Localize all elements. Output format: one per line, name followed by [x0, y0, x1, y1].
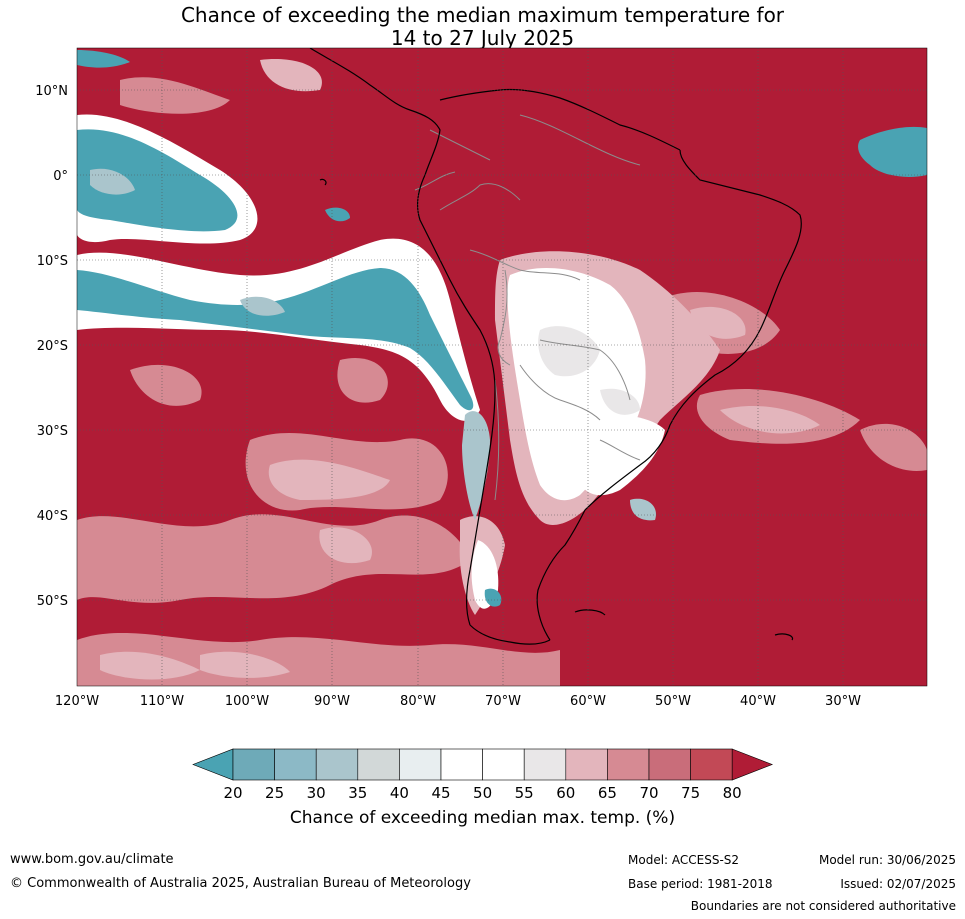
lightpink-patches [100, 59, 820, 680]
coastlines [309, 48, 802, 645]
colorbar-tick-label: 50 [473, 784, 492, 802]
colorbar-tick-label: 75 [681, 784, 700, 802]
colorbar-segment [482, 748, 525, 781]
lon-label: 90°W [314, 694, 350, 709]
colorbar-extend-low [192, 748, 234, 781]
colorbar-tick-label: 30 [307, 784, 326, 802]
lat-label: 50°S [37, 594, 68, 609]
colorbar-segment [565, 748, 608, 781]
colorbar-title: Chance of exceeding median max. temp. (%… [289, 808, 676, 828]
lat-label: 10°S [37, 254, 68, 269]
lat-label: 20°S [37, 339, 68, 354]
lat-label: 10°N [35, 84, 68, 99]
colorbar-segments [192, 748, 774, 781]
colorbar-segment [440, 748, 483, 781]
lon-label: 40°W [740, 694, 776, 709]
footer-issued: Issued: 02/07/2025 [840, 877, 956, 891]
lon-label: 80°W [400, 694, 436, 709]
footer-model: Model: ACCESS-S2 [628, 853, 740, 867]
map-field [77, 48, 927, 686]
footer-base-period: Base period: 1981-2018 [628, 877, 773, 891]
colorbar-tick-label: 20 [223, 784, 242, 802]
chart-title: Chance of exceeding the median maximum t… [0, 4, 965, 50]
footer-copyright: © Commonwealth of Australia 2025, Austra… [10, 876, 471, 891]
colorbar-segment [357, 748, 400, 781]
colorbar-tick-label: 80 [723, 784, 742, 802]
graticule [77, 48, 927, 686]
colorbar-extend-high [731, 748, 774, 781]
colorbar: 20 25 30 35 40 45 50 55 60 65 70 75 80 [192, 748, 774, 802]
colorbar-tick-label: 45 [431, 784, 450, 802]
colorbar-segment [315, 748, 359, 781]
patagonia-teal [484, 588, 502, 607]
footer-model-run: Model run: 30/06/2025 [818, 853, 956, 867]
colorbar-segment [648, 748, 691, 781]
colorbar-tick-label: 65 [598, 784, 617, 802]
title-line-2: 14 to 27 July 2025 [390, 26, 575, 50]
colorbar-segment [399, 748, 442, 781]
lon-label: 50°W [655, 694, 691, 709]
continent-white [507, 267, 665, 501]
lon-label: 120°W [55, 694, 99, 709]
colorbar-segment [523, 748, 567, 781]
colorbar-tick-label: 70 [639, 784, 658, 802]
lon-label: 70°W [485, 694, 521, 709]
colorbar-tick-label: 25 [265, 784, 284, 802]
colorbar-tick-label: 40 [390, 784, 409, 802]
lat-label: 0° [53, 169, 68, 184]
lon-label: 30°W [825, 694, 861, 709]
colorbar-ticks: 20 25 30 35 40 45 50 55 60 65 70 75 80 [223, 784, 741, 802]
lat-label: 40°S [37, 509, 68, 524]
colorbar-segment [274, 748, 317, 781]
colorbar-tick-label: 60 [556, 784, 575, 802]
pacific-teal-band [77, 50, 927, 411]
footer-disclaimer: Boundaries are not considered authoritat… [690, 899, 956, 913]
colorbar-segment [232, 748, 275, 781]
lat-label: 30°S [37, 424, 68, 439]
colorbar-tick-label: 55 [515, 784, 534, 802]
country-borders [414, 114, 641, 501]
colorbar-segment [690, 748, 733, 781]
colorbar-segment [607, 748, 650, 781]
lon-label: 110°W [140, 694, 184, 709]
lon-label: 60°W [570, 694, 606, 709]
lon-label: 100°W [225, 694, 269, 709]
colorbar-tick-label: 35 [348, 784, 367, 802]
lon-labels: 120°W 110°W 100°W 90°W 80°W 70°W 60°W 50… [55, 694, 861, 709]
map-frame [76, 47, 928, 687]
footer-website: www.bom.gov.au/climate [10, 852, 174, 867]
continent-grey [538, 326, 640, 415]
lat-labels: 10°N 0° 10°S 20°S 30°S 40°S 50°S [35, 84, 68, 609]
title-line-1: Chance of exceeding the median maximum t… [180, 3, 785, 27]
